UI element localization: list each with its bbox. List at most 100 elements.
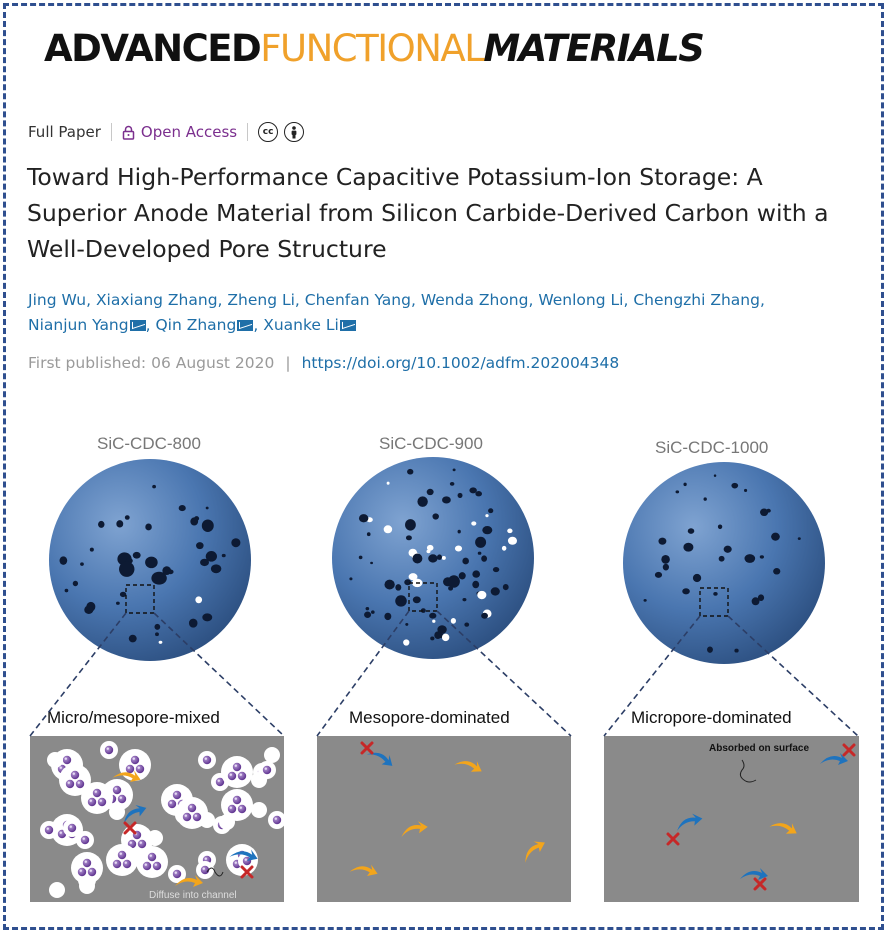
sphere-pore [675,490,680,494]
sphere-pore [771,532,780,541]
sphere-pore [128,634,137,643]
surface-path [739,759,757,783]
sphere-pore [426,544,434,551]
zoom-box [408,582,438,612]
author-link[interactable]: Nianjun Yang [28,316,146,334]
author-link[interactable]: Jing Wu [28,291,86,309]
journal-logo-word-functional: FUNCTIONAL [260,27,485,70]
sphere-pore [454,545,463,552]
sphere-pore [196,542,204,550]
author-link[interactable]: Zheng Li [227,291,295,309]
empty-pore [79,878,95,894]
sphere-pore [457,529,461,534]
migration-arrow-icon [454,761,482,772]
sphere-pore [507,528,513,534]
sphere-pore [364,611,372,619]
sphere-pore [464,622,470,627]
license-icons[interactable]: cc [258,122,305,142]
ion-highlight [239,806,242,809]
ion-highlight [229,806,232,809]
open-access-link[interactable]: Open Access [122,123,237,141]
sphere-pore [371,610,375,614]
potassium-ion [200,865,210,875]
migration-arrow-icon [740,868,768,880]
mesopore [59,764,91,796]
potassium-ion [117,794,127,804]
potassium-ion [147,852,157,862]
sphere-pore [370,561,373,565]
author-link[interactable]: Chengzhi Zhang [633,291,760,309]
author-link[interactable]: Qin Zhang [155,316,254,334]
doi-link[interactable]: https://doi.org/10.1002/adfm.202004348 [301,354,620,372]
sphere-pore [502,584,509,591]
sphere-pore [773,568,781,575]
author-link[interactable]: Xuanke Li [263,316,356,334]
ion-highlight [94,790,98,793]
potassium-ion [104,745,114,755]
author-name: Wenlong Li [538,291,624,309]
email-icon[interactable] [237,320,254,331]
meta-divider [110,123,112,141]
mesopore [221,756,253,788]
sphere-pore [475,536,487,548]
sphere-pore [751,597,760,606]
creative-commons-icon[interactable]: cc [258,122,279,142]
sphere-pore [404,579,412,586]
empty-pore [49,882,65,898]
mesopore [81,782,113,814]
ion-highlight [264,767,267,770]
ion-highlight [137,766,140,769]
potassium-ion [227,771,237,781]
sphere-pore [744,488,748,492]
ion-highlight [67,781,70,784]
ion-highlight [99,799,103,802]
ion-highlight [244,858,247,861]
author-link[interactable]: Xiaxiang Zhang [96,291,218,309]
empty-pore [109,804,125,820]
journal-logo[interactable]: ADVANCEDFUNCTIONALMATERIALS [44,24,705,74]
sphere-pore [441,633,450,642]
author-link[interactable]: Chenfan Yang [305,291,411,309]
potassium-ion [215,777,225,787]
ion-highlight [149,854,152,857]
blocked-cross-icon [666,832,680,846]
potassium-ion [135,764,145,774]
ion-highlight [119,852,123,855]
potassium-ion [172,869,182,879]
ion-highlight [119,796,123,799]
potassium-ion [182,812,192,822]
sphere-pore [395,584,402,591]
sphere-pore [151,571,167,585]
sphere-pore [358,555,363,560]
sphere-pore [417,496,428,507]
migration-arrow-icon [677,813,703,831]
sphere-pore [436,554,442,560]
sphere-pore [98,520,105,528]
mesopore [106,844,138,876]
email-icon[interactable] [339,320,356,331]
sphere-pore [152,484,156,489]
sphere-pore [661,554,670,564]
sphere-pore [759,555,764,559]
potassium-ion [237,804,247,814]
potassium-ion [142,861,152,871]
potassium-ion [65,779,75,789]
ion-highlight [59,831,62,834]
sphere-pore [412,596,421,604]
sphere-pore [717,524,723,530]
ion-highlight [79,869,82,872]
sphere-pore [59,556,68,565]
sphere-pore [703,497,707,501]
sphere-pore [84,605,94,614]
sphere-pore [718,555,725,562]
empty-pore [47,752,63,768]
sphere-pore [145,523,152,531]
sphere-pore [405,623,409,626]
potassium-ion [97,797,107,807]
sphere-pore [405,535,412,541]
author-link[interactable]: Wenda Zhong [421,291,529,309]
attribution-icon[interactable] [284,122,305,142]
email-icon[interactable] [129,320,146,331]
author-link[interactable]: Wenlong Li [538,291,623,309]
potassium-ion [232,795,242,805]
